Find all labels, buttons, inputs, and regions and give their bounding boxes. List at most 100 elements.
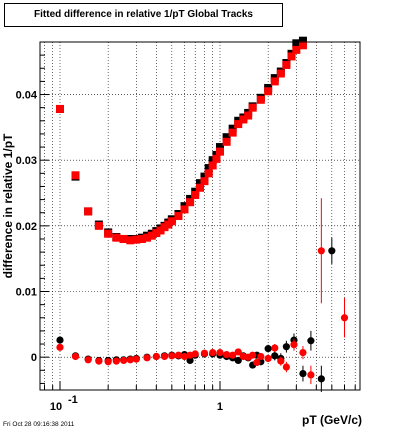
data-point — [56, 343, 64, 351]
data-point — [112, 233, 121, 242]
data-point — [282, 60, 291, 69]
chart-title: Fitted difference in relative 1/pT Globa… — [4, 3, 283, 27]
data-point — [132, 235, 141, 244]
data-point — [147, 231, 156, 240]
data-point — [143, 354, 151, 362]
data-point — [298, 36, 307, 45]
data-point — [299, 348, 307, 357]
x-tick-label: 1 — [217, 401, 223, 413]
data-point — [299, 369, 307, 378]
data-point — [196, 179, 204, 188]
data-point — [208, 161, 217, 170]
data-point — [271, 344, 279, 352]
data-point — [249, 351, 257, 359]
data-point — [186, 198, 195, 207]
data-point — [264, 354, 272, 363]
data-point — [174, 212, 183, 220]
x-tick-label: 10 — [50, 401, 62, 413]
data-point — [104, 358, 112, 366]
data-point — [94, 221, 103, 230]
data-point — [234, 120, 243, 129]
x-tick-label-exponent: -1 — [68, 394, 78, 406]
data-point — [298, 41, 307, 50]
data-point — [271, 352, 279, 360]
data-point — [174, 351, 183, 359]
data-point — [277, 357, 285, 365]
y-tick-label: 0.04 — [16, 90, 38, 102]
data-point — [95, 357, 103, 365]
axes: 0 0.01 0.02 0.03 0.04 10 -1 1 — [16, 41, 356, 413]
data-point — [119, 234, 128, 243]
data-point — [200, 349, 209, 357]
data-point — [71, 352, 80, 361]
data-point — [104, 229, 113, 238]
data-point — [328, 247, 336, 255]
data-point — [253, 358, 261, 367]
data-point — [132, 355, 140, 363]
data-point — [292, 45, 301, 54]
data-point — [152, 352, 160, 361]
data-point — [270, 77, 279, 86]
plot-frame — [39, 41, 361, 391]
data-point — [204, 169, 213, 178]
data-point — [126, 236, 135, 245]
data-point — [84, 356, 92, 364]
data-point — [222, 137, 231, 146]
y-tick-label: 0 — [31, 352, 37, 364]
data-point — [84, 207, 93, 216]
data-point — [257, 352, 265, 361]
data-point — [317, 247, 325, 255]
data-point — [290, 341, 298, 349]
data-point — [71, 171, 80, 180]
y-tick-label: 0.01 — [16, 287, 37, 299]
data-point — [160, 352, 169, 361]
data-point — [137, 234, 146, 243]
data-point — [112, 357, 120, 365]
data-point — [191, 350, 199, 358]
data-point — [264, 87, 273, 96]
data-point — [200, 172, 209, 181]
data-point — [234, 348, 242, 356]
data-point — [200, 177, 209, 186]
data-point — [143, 233, 152, 242]
timestamp: Fri Oct 28 09:16:38 2011 — [3, 421, 75, 428]
x-axis-label: pT (GeV/c) — [301, 413, 362, 427]
data-point — [180, 352, 189, 361]
data-point — [239, 115, 248, 124]
data-point — [209, 348, 217, 357]
data-point — [307, 337, 315, 345]
data-point — [234, 356, 242, 365]
data-point — [212, 154, 221, 163]
data-point — [228, 128, 237, 137]
data-point — [244, 111, 253, 120]
data-point — [282, 343, 290, 351]
data-point — [282, 363, 290, 371]
data-point — [222, 133, 231, 142]
data-point — [196, 183, 204, 192]
data-point — [317, 375, 325, 383]
series-3 — [56, 198, 349, 385]
y-tick-label: 0.03 — [16, 155, 37, 167]
data-point — [264, 345, 272, 353]
series-1 — [55, 41, 307, 245]
data-point — [191, 190, 200, 199]
data-point — [256, 95, 265, 104]
data-point — [340, 314, 349, 322]
data-point — [180, 205, 189, 214]
data-point — [287, 52, 296, 61]
data-point — [168, 352, 176, 360]
series-2 — [56, 237, 336, 392]
data-point — [55, 104, 64, 113]
data-point — [307, 371, 315, 379]
data-point — [216, 348, 224, 357]
data-point — [215, 147, 224, 156]
data-point — [248, 103, 257, 112]
data-point — [229, 351, 237, 359]
y-tick-label: 0.02 — [16, 221, 37, 233]
data-point — [56, 336, 64, 344]
data-marks — [55, 36, 349, 392]
data-point — [120, 356, 128, 365]
data-point — [167, 217, 176, 226]
data-point — [223, 350, 231, 359]
